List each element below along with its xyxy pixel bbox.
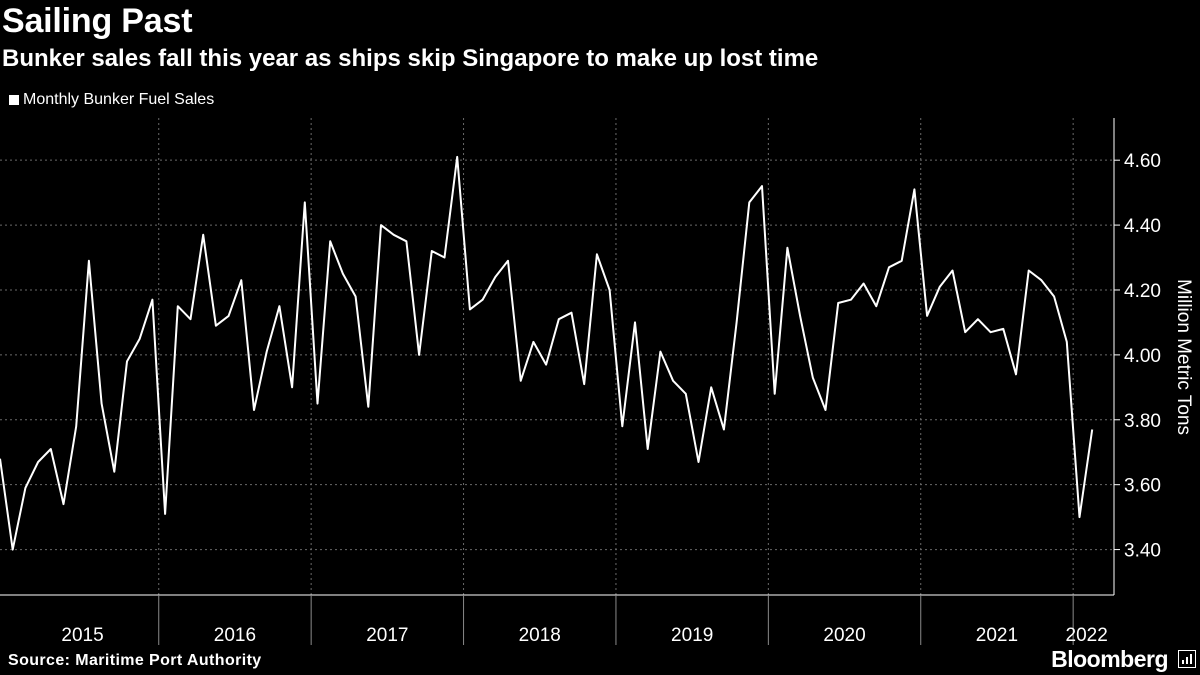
bloomberg-logo: Bloomberg bbox=[1051, 646, 1168, 672]
series-layer bbox=[0, 155, 1094, 551]
y-tick-label: 3.60 bbox=[1124, 476, 1161, 497]
x-tick-label: 2021 bbox=[976, 625, 1018, 646]
x-tick-label: 2018 bbox=[519, 625, 561, 646]
x-tick-label: 2022 bbox=[1066, 625, 1108, 646]
y-tick-label: 4.40 bbox=[1124, 216, 1161, 237]
x-tick-label: 2019 bbox=[671, 625, 713, 646]
source-note: Source: Maritime Port Authority bbox=[8, 652, 262, 669]
y-tick-label: 3.80 bbox=[1124, 411, 1161, 432]
legend: Monthly Bunker Fuel Sales bbox=[9, 91, 214, 109]
chart-subtitle: Bunker sales fall this year as ships ski… bbox=[2, 45, 819, 72]
grid bbox=[0, 118, 1114, 595]
x-tick-label: 2015 bbox=[61, 625, 103, 646]
y-axis-label: Million Metric Tons bbox=[1173, 279, 1194, 435]
y-tick-label: 4.00 bbox=[1124, 346, 1161, 367]
y-tick-label: 4.60 bbox=[1124, 151, 1161, 172]
legend-swatch bbox=[9, 95, 19, 105]
y-axis-ticks: 3.40 3.60 3.80 4.00 4.20 4.40 4.60 bbox=[1114, 151, 1161, 562]
axes bbox=[0, 118, 1115, 596]
chart-icon bbox=[1178, 650, 1196, 668]
legend-label: Monthly Bunker Fuel Sales bbox=[23, 91, 215, 108]
x-tick-label: 2017 bbox=[366, 625, 408, 646]
x-axis-ticks: 2015 2016 2017 2018 2019 2020 2021 2022 bbox=[61, 595, 1108, 646]
y-tick-label: 3.40 bbox=[1124, 541, 1161, 562]
series-line bbox=[0, 155, 1094, 551]
y-tick-label: 4.20 bbox=[1124, 281, 1161, 302]
chart-title: Sailing Past bbox=[2, 2, 193, 40]
x-tick-label: 2016 bbox=[214, 625, 256, 646]
x-tick-label: 2020 bbox=[823, 625, 865, 646]
